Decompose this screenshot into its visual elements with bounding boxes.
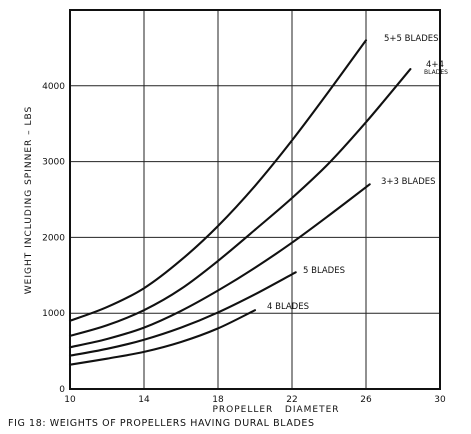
series-curve-2 <box>68 68 412 337</box>
series-curve-4 <box>68 271 297 357</box>
y-tick-label: 2000 <box>42 233 65 243</box>
series-label-4: 4 BLADES <box>267 302 309 312</box>
grid-lines <box>70 9 440 389</box>
series-curve-1 <box>68 39 368 322</box>
series-curve-3 <box>68 183 371 349</box>
y-axis-title: WEIGHT INCLUDING SPINNER – LBS <box>24 106 34 294</box>
x-tick-label: 22 <box>286 395 297 405</box>
series-label-5plus5: 5+5 BLADES <box>384 34 439 44</box>
y-tick-label: 4000 <box>42 82 65 92</box>
x-tick-labels: 10 14 18 22 26 30 <box>64 395 446 405</box>
y-tick-labels: 0 1000 2000 3000 4000 <box>42 82 65 395</box>
y-tick-label: 3000 <box>42 158 65 168</box>
series-label-3plus3: 3+3 BLADES <box>381 177 436 187</box>
series-curves <box>68 39 412 366</box>
x-axis-title: PROPELLER DIAMETER <box>212 405 339 415</box>
series-label-4plus4-bottom: BLADES <box>424 69 448 76</box>
plot-frame <box>69 9 441 390</box>
x-tick-label: 26 <box>360 395 372 405</box>
x-tick-label: 10 <box>64 395 76 405</box>
y-tick-label: 1000 <box>42 309 65 319</box>
x-tick-label: 30 <box>434 395 446 405</box>
figure-caption: FIG 18: WEIGHTS OF PROPELLERS HAVING DUR… <box>8 418 315 429</box>
series-curve-5 <box>68 309 257 366</box>
y-tick-label: 0 <box>59 385 65 395</box>
x-tick-label: 14 <box>138 395 150 405</box>
series-label-5: 5 BLADES <box>303 266 345 276</box>
series-label-4plus4-top: 4+4 <box>426 60 444 70</box>
x-tick-label: 18 <box>212 395 224 405</box>
